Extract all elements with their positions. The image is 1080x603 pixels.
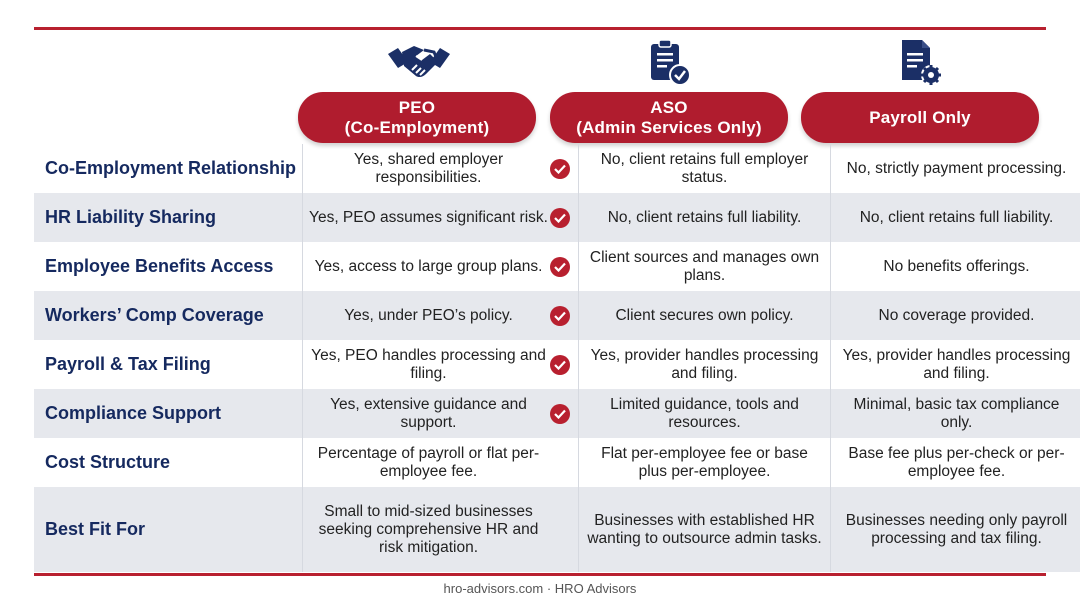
check-circle-icon	[550, 403, 570, 424]
table-row: Co-Employment Relationship Yes, shared em…	[34, 144, 1080, 193]
bottom-rule	[34, 573, 1046, 576]
peo-cell-text: Yes, access to large group plans.	[314, 257, 543, 275]
aso-cell-text: No, client retains full liability.	[607, 208, 802, 226]
peo-cell: Yes, shared employer responsibilities.	[302, 144, 579, 193]
peo-title: PEO	[398, 97, 436, 117]
peo-cell-text: Yes, shared employer responsibilities.	[353, 150, 504, 186]
aso-cell: Yes, provider handles processing and fil…	[578, 340, 831, 389]
aso-title: ASO	[650, 97, 688, 117]
payroll-cell: Minimal, basic tax compliance only.	[830, 389, 1080, 438]
table-row: Best Fit For Small to mid-sized businesse…	[34, 487, 1080, 572]
peo-cell: Yes, PEO handles processing and filing.	[302, 340, 579, 389]
aso-cell: Businesses with established HR wanting t…	[578, 487, 831, 572]
payroll-cell-text: No, strictly payment processing.	[846, 159, 1067, 177]
payroll-cell-text: Businesses needing only payroll processi…	[845, 511, 1068, 547]
column-header-peo: PEO (Co-Employment)	[298, 92, 536, 143]
check-circle-icon	[550, 207, 570, 228]
aso-cell: Limited guidance, tools and resources.	[578, 389, 831, 438]
table-row: Cost Structure Percentage of payroll or f…	[34, 438, 1080, 487]
check-circle-icon	[550, 354, 570, 375]
payroll-cell: No benefits offerings.	[830, 242, 1080, 291]
aso-cell: Client secures own policy.	[578, 291, 831, 340]
footer-credit: hro-advisors.com · HRO Advisors	[443, 581, 637, 596]
table-row: HR Liability Sharing Yes, PEO assumes sig…	[34, 193, 1080, 242]
row-label: HR Liability Sharing	[34, 193, 303, 242]
row-label: Cost Structure	[45, 452, 171, 472]
aso-cell: No, client retains full liability.	[578, 193, 831, 242]
payroll-cell-text: Yes, provider handles processing and fil…	[842, 346, 1071, 382]
payroll-cell-text: Base fee plus per-check or per-employee …	[848, 444, 1065, 480]
table-row: Workers’ Comp Coverage Yes, under PEO’s p…	[34, 291, 1080, 340]
top-rule	[34, 27, 1046, 30]
payroll-cell-text: No benefits offerings.	[883, 257, 1030, 275]
payroll-cell: Businesses needing only payroll processi…	[830, 487, 1080, 572]
payroll-cell: No, strictly payment processing.	[830, 144, 1080, 193]
payroll-cell-text: No coverage provided.	[878, 306, 1035, 324]
payroll-title: Payroll Only	[869, 107, 971, 127]
peo-cell-text: Yes, PEO handles processing and filing.	[311, 346, 546, 382]
row-label: Employee Benefits Access	[45, 256, 274, 276]
comparison-table: Co-Employment Relationship Yes, shared em…	[34, 144, 1080, 572]
document-gear-icon	[885, 38, 955, 86]
aso-cell-text: Flat per-employee fee or base plus per-e…	[601, 444, 808, 480]
peo-subtitle: (Co-Employment)	[344, 117, 490, 137]
column-header-aso: ASO (Admin Services Only)	[550, 92, 788, 143]
aso-cell-text: No, client retains full employer status.	[600, 150, 809, 186]
aso-cell: No, client retains full employer status.	[578, 144, 831, 193]
payroll-cell: No, client retains full liability.	[830, 193, 1080, 242]
payroll-cell: Base fee plus per-check or per-employee …	[830, 438, 1080, 487]
peo-cell: Yes, under PEO’s policy.	[302, 291, 579, 340]
peo-cell-text: Yes, under PEO’s policy.	[344, 306, 513, 324]
aso-cell-text: Businesses with established HR wanting t…	[587, 511, 822, 547]
peo-cell: Yes, PEO assumes significant risk.	[302, 193, 579, 242]
table-row: Employee Benefits Access Yes, access to l…	[34, 242, 1080, 291]
row-label: Workers’ Comp Coverage	[34, 291, 303, 340]
check-circle-icon	[550, 305, 570, 326]
peo-cell-text: Yes, PEO assumes significant risk.	[309, 208, 548, 226]
aso-cell-text: Client sources and manages own plans.	[589, 248, 820, 284]
aso-cell: Client sources and manages own plans.	[578, 242, 831, 291]
peo-cell: Small to mid-sized businesses seeking co…	[302, 487, 579, 572]
peo-cell-text: Percentage of payroll or flat per-employ…	[317, 444, 540, 480]
payroll-cell: No coverage provided.	[830, 291, 1080, 340]
aso-subtitle: (Admin Services Only)	[576, 117, 762, 137]
payroll-cell-text: No, client retains full liability.	[859, 208, 1054, 226]
row-label: Payroll & Tax Filing	[45, 354, 211, 374]
clipboard-check-icon	[634, 38, 704, 86]
aso-cell: Flat per-employee fee or base plus per-e…	[578, 438, 831, 487]
payroll-cell: Yes, provider handles processing and fil…	[830, 340, 1080, 389]
row-label: Best Fit For	[34, 487, 303, 572]
peo-cell-text: Yes, extensive guidance and support.	[330, 395, 527, 431]
peo-cell: Yes, access to large group plans.	[302, 242, 579, 291]
payroll-cell-text: Minimal, basic tax compliance only.	[853, 395, 1060, 431]
table-row: Compliance Support Yes, extensive guidanc…	[34, 389, 1080, 438]
check-circle-icon	[550, 256, 570, 277]
table-row: Payroll & Tax Filing Yes, PEO handles pro…	[34, 340, 1080, 389]
peo-cell-text: Small to mid-sized businesses seeking co…	[318, 502, 539, 556]
aso-cell-text: Limited guidance, tools and resources.	[610, 395, 799, 431]
handshake-icon	[384, 38, 454, 86]
row-label: Co-Employment Relationship	[45, 158, 297, 178]
row-label: Compliance Support	[34, 389, 303, 438]
aso-cell-text: Client secures own policy.	[615, 306, 794, 324]
check-circle-icon	[550, 158, 570, 179]
column-header-payroll-only: Payroll Only	[801, 92, 1039, 143]
aso-cell-text: Yes, provider handles processing and fil…	[590, 346, 819, 382]
peo-cell: Yes, extensive guidance and support.	[302, 389, 579, 438]
peo-cell: Percentage of payroll or flat per-employ…	[302, 438, 579, 487]
